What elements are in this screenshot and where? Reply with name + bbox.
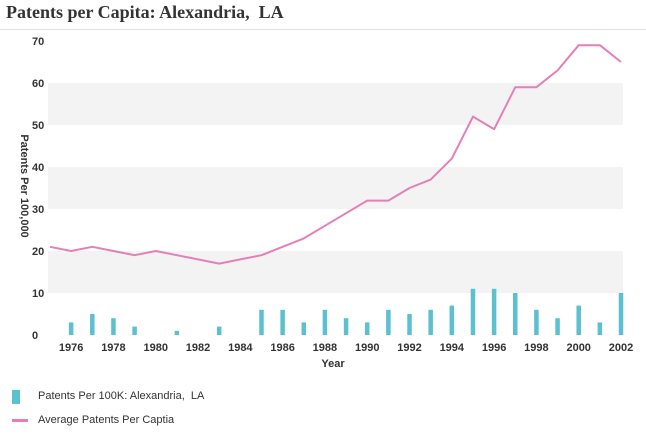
bar-series [68, 288, 624, 335]
bar[interactable] [428, 309, 433, 335]
x-tick-label: 1976 [59, 342, 83, 354]
x-tick-label: 1986 [270, 342, 294, 354]
y-tick-label: 30 [32, 204, 44, 216]
x-tick-label: 2002 [609, 342, 633, 354]
bar[interactable] [364, 322, 370, 335]
bar[interactable] [343, 318, 349, 335]
legend-line-swatch [12, 419, 28, 422]
bar[interactable] [576, 305, 581, 335]
grid-band [48, 209, 623, 251]
bar[interactable] [68, 322, 74, 335]
bar[interactable] [386, 309, 391, 335]
x-tick-label: 2000 [566, 342, 590, 354]
line-series-average[interactable] [49, 44, 622, 265]
y-tick-label: 10 [32, 288, 44, 300]
legend-label-patents: Patents Per 100K: Alexandria, LA [38, 390, 205, 402]
bar[interactable] [322, 309, 328, 335]
title-divider [0, 29, 646, 30]
bar[interactable] [513, 293, 518, 335]
x-axis-title: Year [321, 358, 345, 370]
y-tick-label: 60 [32, 78, 44, 90]
bar[interactable] [301, 322, 307, 335]
bar[interactable] [280, 309, 285, 335]
x-tick-label: 1978 [101, 342, 125, 354]
bar[interactable] [111, 318, 116, 335]
x-tick-label: 1984 [228, 342, 253, 354]
bar[interactable] [534, 309, 539, 335]
y-tick-label: 20 [32, 246, 44, 258]
x-axis-ticks: 1976 1978 1980 1982 1984 1986 1988 1990 1992 1994… [59, 342, 633, 354]
legend-item-average[interactable]: Average Patents Per Captia [12, 412, 312, 428]
grid-bands [48, 41, 623, 335]
bar[interactable] [216, 326, 222, 335]
bar[interactable] [407, 314, 412, 335]
legend-bar-swatch [12, 390, 20, 404]
grid-band [48, 167, 623, 209]
x-tick-label: 1992 [397, 342, 421, 354]
bar[interactable] [449, 305, 455, 335]
bar[interactable] [555, 318, 560, 335]
bar[interactable] [174, 330, 180, 335]
chart-title: Patents per Capita: Alexandria, LA [6, 2, 284, 22]
bar[interactable] [132, 326, 137, 335]
grid-band [48, 83, 623, 125]
bar[interactable] [597, 322, 603, 335]
x-tick-label: 1996 [482, 342, 506, 354]
x-tick-label: 1988 [313, 342, 337, 354]
x-tick-label: 1990 [355, 342, 379, 354]
x-tick-label: 1982 [186, 342, 210, 354]
grid-band [48, 251, 623, 293]
grid-band [48, 41, 623, 83]
bar[interactable] [491, 288, 497, 335]
y-axis-ticks: 0 10 20 30 40 50 60 70 [32, 36, 44, 342]
y-axis-title: Patents Per 100,000 [18, 134, 30, 237]
legend-label-average: Average Patents Per Captia [38, 414, 175, 426]
y-tick-label: 70 [32, 36, 44, 48]
y-tick-label: 0 [32, 330, 38, 342]
bar[interactable] [618, 293, 624, 335]
legend-item-patents[interactable]: Patents Per 100K: Alexandria, LA [12, 388, 312, 404]
bar[interactable] [90, 314, 95, 335]
y-tick-label: 50 [32, 120, 44, 132]
y-tick-label: 40 [32, 162, 44, 174]
bar[interactable] [470, 288, 476, 335]
x-tick-label: 1998 [524, 342, 548, 354]
x-tick-label: 1994 [440, 342, 465, 354]
grid-band [48, 293, 623, 335]
grid-band [48, 125, 623, 167]
x-tick-label: 1980 [143, 342, 167, 354]
bar[interactable] [259, 309, 264, 335]
